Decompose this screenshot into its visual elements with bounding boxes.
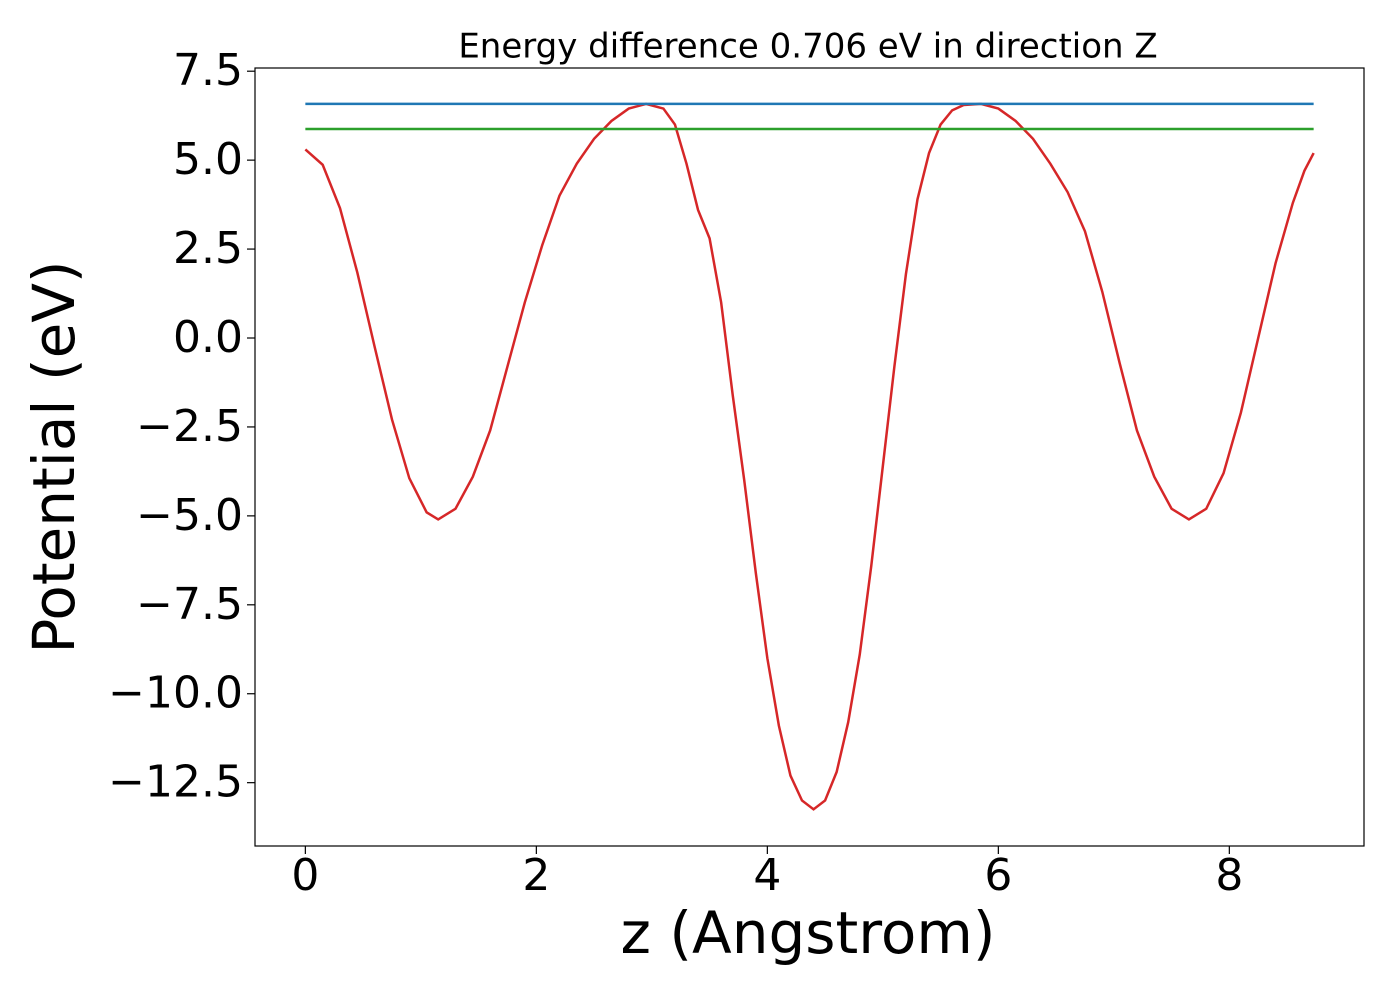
y-tick-label: −5.0 [136, 490, 243, 541]
y-tick-label: 2.5 [173, 223, 243, 274]
y-axis-label: Potential (eV) [20, 260, 88, 653]
y-tick-label: 5.0 [173, 134, 243, 185]
x-tick-label: 2 [522, 850, 550, 901]
x-tick-label: 0 [291, 850, 319, 901]
y-tick-label: −12.5 [108, 757, 243, 808]
y-tick-label: 7.5 [173, 45, 243, 96]
x-tick-label: 8 [1215, 850, 1243, 901]
y-tick-label: −10.0 [108, 668, 243, 719]
x-tick-label: 4 [753, 850, 781, 901]
x-tick-label: 6 [984, 850, 1012, 901]
chart-title: Energy difference 0.706 eV in direction … [458, 27, 1157, 67]
plot-frame [254, 67, 1365, 847]
y-tick-label: −2.5 [136, 401, 243, 452]
x-axis-label: z (Angstrom) [621, 899, 996, 967]
data-line [304, 102, 1315, 811]
y-tick-label: 0.0 [173, 312, 243, 363]
y-tick-label: −7.5 [136, 579, 243, 630]
